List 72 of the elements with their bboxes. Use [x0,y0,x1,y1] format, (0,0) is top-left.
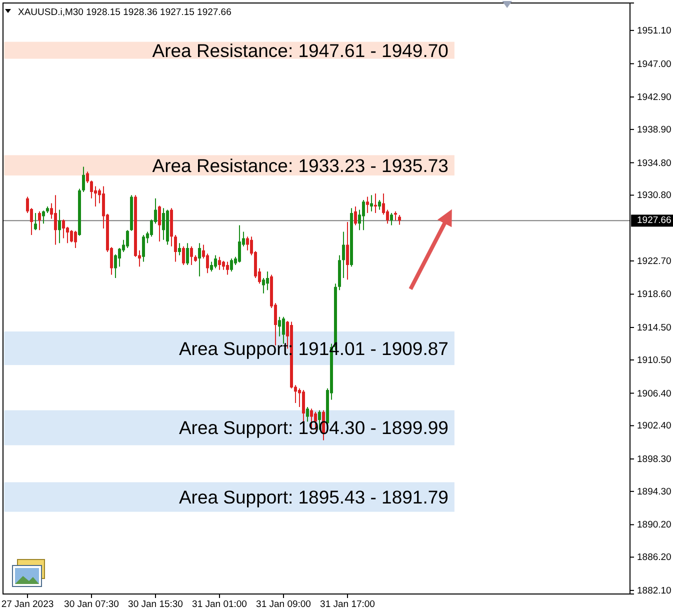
candlestick [354,206,357,226]
x-tick-label: 27 Jan 2023 [1,599,54,610]
x-tick-label: 31 Jan 01:00 [192,599,247,610]
candlestick [266,271,269,290]
candlestick [170,208,173,246]
candlestick [350,208,353,267]
candlestick [42,210,45,224]
x-tick-label: 30 Jan 07:30 [64,599,119,610]
candlestick [362,200,365,230]
ref-line-label: 1927.66 [637,215,672,226]
candlestick [338,255,341,290]
candlestick [74,230,77,248]
band-label: Area Resistance: 1947.61 - 1949.70 [152,40,448,61]
candlestick [398,214,401,225]
y-tick-label: 1914.50 [637,322,672,334]
y-tick-label: 1922.70 [637,256,672,267]
candlestick [218,256,221,270]
y-tick-label: 1942.90 [637,92,672,104]
candlestick [394,211,397,220]
candlestick [38,211,41,230]
x-tick-label: 31 Jan 17:00 [320,599,375,610]
candlestick [342,232,345,278]
y-tick-label: 1898.30 [637,454,672,465]
candlestick [54,195,57,245]
y-tick-label: 1890.20 [637,520,672,531]
candlestick [158,206,161,242]
y-tick-label: 1894.30 [637,486,672,498]
x-tick-label: 30 Jan 15:30 [128,599,183,610]
candlestick [166,210,169,245]
candlestick [46,206,49,214]
x-tick-label: 31 Jan 09:00 [256,599,311,610]
candlestick [174,234,177,262]
candlestick [370,195,373,212]
y-tick-label: 1951.10 [637,25,672,36]
candlestick [374,194,377,214]
candlestick [302,390,305,422]
candlestick [178,243,181,256]
y-tick-label: 1930.80 [637,190,672,202]
candlestick [130,195,133,231]
candlestick [186,243,189,265]
y-tick-label: 1882.10 [637,585,672,596]
y-tick-label: 1902.40 [637,420,672,432]
y-tick-label: 1906.40 [637,388,672,400]
candlestick [230,258,233,272]
candlestick [82,166,85,192]
y-tick-label: 1886.20 [637,552,672,564]
y-tick-label: 1934.80 [637,158,672,169]
candlestick [238,225,241,263]
y-tick-label: 1918.60 [637,289,672,300]
candlestick [190,246,193,265]
candlestick [78,188,81,236]
candlestick [86,172,89,184]
band-label: Area Support: 1895.43 - 1891.79 [178,486,448,508]
y-tick-label: 1910.50 [637,354,672,366]
candlestick [126,230,129,248]
candlestick [194,255,197,262]
candlestick [378,200,381,210]
candlestick [34,213,37,230]
candlestick [58,210,61,244]
candlestick [182,246,185,265]
candlestick [198,243,201,276]
y-tick-label: 1947.00 [637,58,672,70]
candlestick [366,196,369,214]
candlestick [282,316,285,344]
candlestick [390,213,393,226]
text: XAUUSD.i,M30 1928.15 1928.36 1927.15 1927.66 [18,7,232,18]
candlestick [346,222,349,280]
y-tick-label: 1938.90 [637,124,672,136]
candlestick [142,234,145,262]
candlestick [214,255,217,268]
band-label: Area Resistance: 1933.23 - 1935.73 [152,154,448,176]
candlestick [226,262,229,275]
